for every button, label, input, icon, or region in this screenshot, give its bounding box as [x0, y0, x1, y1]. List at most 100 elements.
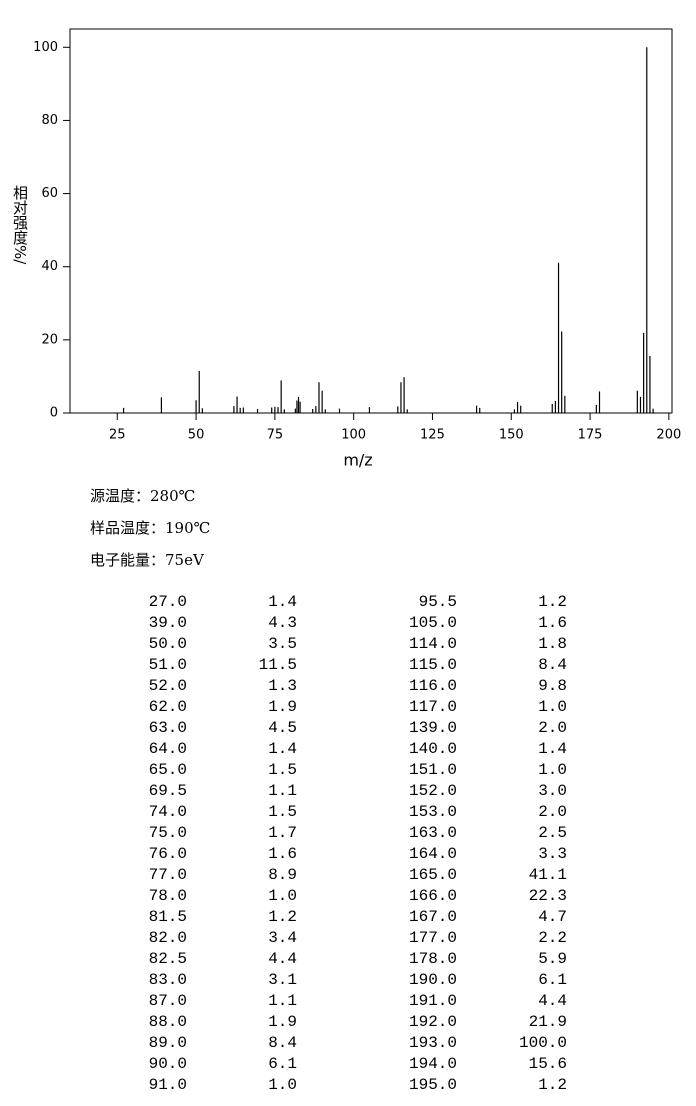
table-cell: 4.4 — [538, 992, 567, 1010]
table-cell: 64.0 — [149, 740, 187, 758]
x-tick-label: 125 — [420, 428, 445, 443]
y-tick-label: 40 — [41, 259, 58, 274]
table-cell: 117.0 — [409, 698, 457, 716]
table-cell: 167.0 — [409, 908, 457, 926]
table-cell: 4.3 — [268, 614, 297, 632]
table-cell: 88.0 — [149, 1013, 187, 1031]
table-cell: 153.0 — [409, 803, 457, 821]
table-cell: 1.7 — [268, 824, 297, 842]
table-cell: 116.0 — [409, 677, 457, 695]
info-line: 样品温度：190℃ — [90, 519, 210, 537]
table-cell: 1.8 — [538, 635, 567, 653]
table-cell: 22.3 — [529, 887, 567, 905]
table-cell: 3.5 — [268, 635, 297, 653]
table-cell: 8.9 — [268, 866, 297, 884]
table-cell: 52.0 — [149, 677, 187, 695]
table-cell: 90.0 — [149, 1055, 187, 1073]
info-line: 电子能量：75eV — [90, 551, 205, 569]
table-cell: 75.0 — [149, 824, 187, 842]
table-cell: 6.1 — [538, 971, 567, 989]
x-axis-label: m/z — [343, 451, 372, 470]
table-cell: 69.5 — [149, 782, 187, 800]
table-cell: 15.6 — [529, 1055, 567, 1073]
table-cell: 3.1 — [268, 971, 297, 989]
y-axis-label: 相对强度%/ — [11, 185, 29, 265]
table-cell: 39.0 — [149, 614, 187, 632]
table-cell: 83.0 — [149, 971, 187, 989]
table-cell: 1.0 — [538, 698, 567, 716]
x-tick-label: 200 — [656, 428, 681, 443]
table-cell: 1.3 — [268, 677, 297, 695]
table-cell: 21.9 — [529, 1013, 567, 1031]
y-tick-label: 80 — [41, 113, 58, 128]
table-cell: 3.0 — [538, 782, 567, 800]
table-cell: 1.2 — [268, 908, 297, 926]
table-cell: 82.5 — [149, 950, 187, 968]
table-cell: 27.0 — [149, 593, 187, 611]
table-cell: 4.5 — [268, 719, 297, 737]
table-cell: 1.1 — [268, 992, 297, 1010]
table-cell: 178.0 — [409, 950, 457, 968]
table-cell: 1.4 — [268, 593, 297, 611]
x-tick-label: 100 — [341, 428, 366, 443]
table-cell: 62.0 — [149, 698, 187, 716]
table-cell: 100.0 — [519, 1034, 567, 1052]
table-cell: 3.3 — [538, 845, 567, 863]
table-cell: 5.9 — [538, 950, 567, 968]
table-cell: 41.1 — [529, 866, 567, 884]
table-cell: 192.0 — [409, 1013, 457, 1031]
table-cell: 1.1 — [268, 782, 297, 800]
table-cell: 1.0 — [538, 761, 567, 779]
table-cell: 63.0 — [149, 719, 187, 737]
table-cell: 166.0 — [409, 887, 457, 905]
table-cell: 1.0 — [268, 1076, 297, 1094]
table-cell: 11.5 — [259, 656, 297, 674]
x-tick-label: 175 — [578, 428, 603, 443]
table-cell: 1.9 — [268, 698, 297, 716]
table-cell: 163.0 — [409, 824, 457, 842]
table-cell: 140.0 — [409, 740, 457, 758]
table-cell: 1.4 — [268, 740, 297, 758]
table-cell: 78.0 — [149, 887, 187, 905]
table-cell: 8.4 — [268, 1034, 297, 1052]
x-tick-label: 150 — [499, 428, 524, 443]
table-cell: 152.0 — [409, 782, 457, 800]
table-cell: 51.0 — [149, 656, 187, 674]
table-cell: 2.2 — [538, 929, 567, 947]
table-cell: 81.5 — [149, 908, 187, 926]
y-tick-label: 60 — [41, 186, 58, 201]
table-cell: 1.4 — [538, 740, 567, 758]
table-cell: 8.4 — [538, 656, 567, 674]
x-tick-label: 50 — [188, 428, 205, 443]
table-cell: 151.0 — [409, 761, 457, 779]
x-tick-label: 25 — [109, 428, 126, 443]
table-cell: 9.8 — [538, 677, 567, 695]
table-cell: 3.4 — [268, 929, 297, 947]
table-cell: 1.6 — [268, 845, 297, 863]
table-cell: 2.0 — [538, 719, 567, 737]
table-cell: 164.0 — [409, 845, 457, 863]
table-cell: 1.0 — [268, 887, 297, 905]
plot-frame — [69, 28, 673, 414]
table-cell: 115.0 — [409, 656, 457, 674]
info-line: 源温度：280℃ — [90, 487, 195, 505]
table-cell: 139.0 — [409, 719, 457, 737]
table-cell: 4.4 — [268, 950, 297, 968]
table-cell: 4.7 — [538, 908, 567, 926]
table-cell: 165.0 — [409, 866, 457, 884]
table-cell: 2.0 — [538, 803, 567, 821]
table-cell: 1.2 — [538, 1076, 567, 1094]
table-cell: 6.1 — [268, 1055, 297, 1073]
table-cell: 77.0 — [149, 866, 187, 884]
table-cell: 95.5 — [419, 593, 457, 611]
table-cell: 89.0 — [149, 1034, 187, 1052]
table-cell: 195.0 — [409, 1076, 457, 1094]
y-tick-label: 0 — [50, 406, 58, 421]
table-cell: 190.0 — [409, 971, 457, 989]
table-cell: 74.0 — [149, 803, 187, 821]
table-cell: 177.0 — [409, 929, 457, 947]
table-cell: 114.0 — [409, 635, 457, 653]
table-cell: 91.0 — [149, 1076, 187, 1094]
table-cell: 105.0 — [409, 614, 457, 632]
